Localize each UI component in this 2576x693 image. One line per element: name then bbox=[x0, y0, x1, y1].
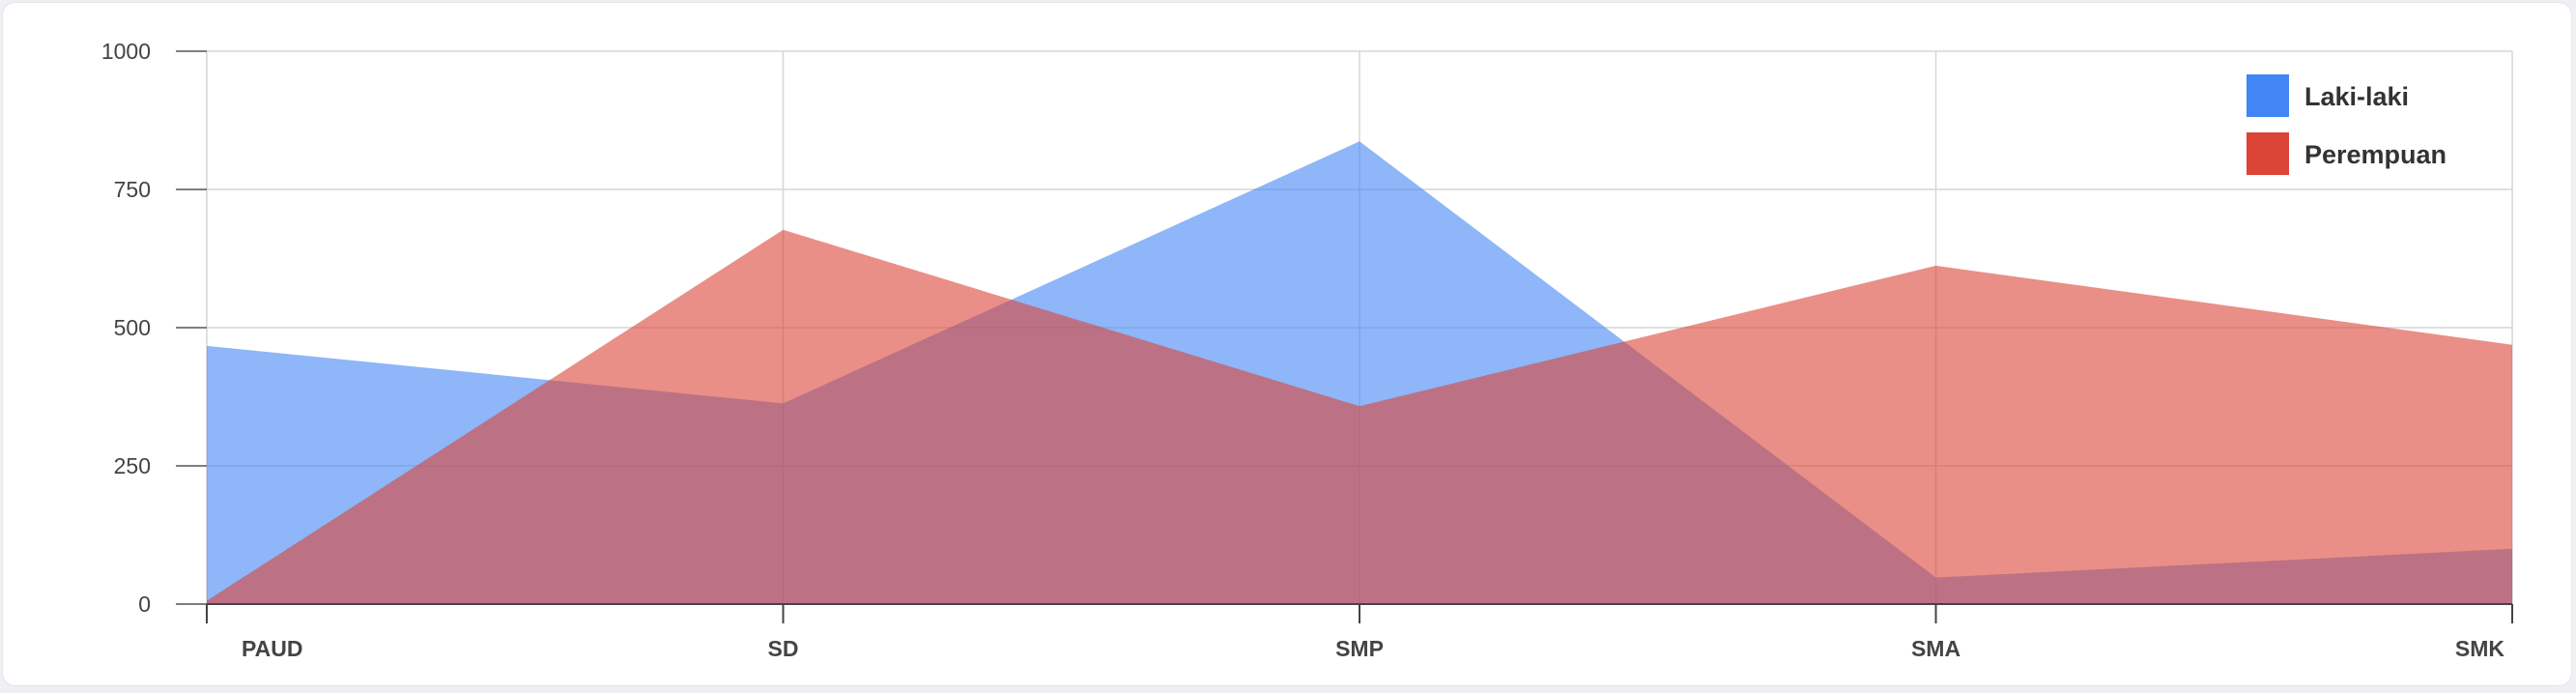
y-tick-label: 750 bbox=[114, 177, 151, 202]
legend-swatch-laki-laki bbox=[2247, 74, 2289, 117]
y-tick-label: 1000 bbox=[101, 39, 151, 64]
x-tick-label: PAUD bbox=[242, 636, 302, 661]
legend-label-perempuan: Perempuan bbox=[2304, 140, 2447, 169]
y-tick-label: 500 bbox=[114, 315, 151, 340]
x-tick-label: SMP bbox=[1335, 636, 1384, 661]
legend: Laki-laki Perempuan bbox=[2247, 74, 2447, 175]
y-tick-label: 250 bbox=[114, 453, 151, 478]
legend-label-laki-laki: Laki-laki bbox=[2304, 82, 2409, 111]
x-tick-label: SD bbox=[768, 636, 799, 661]
series-areas bbox=[207, 141, 2512, 604]
x-tick-label: SMK bbox=[2455, 636, 2505, 661]
legend-swatch-perempuan bbox=[2247, 132, 2289, 175]
x-tick-label: SMA bbox=[1911, 636, 1961, 661]
y-tick-label: 0 bbox=[138, 592, 151, 617]
area-chart: 0 250 500 750 1000 PAUD SD SMP SMA SMK Laki-laki P… bbox=[3, 3, 2576, 693]
